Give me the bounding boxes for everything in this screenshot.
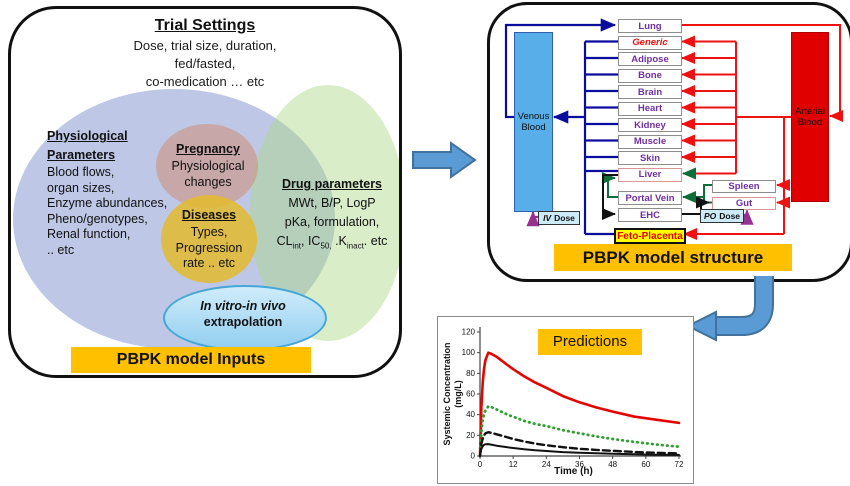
organ-box-ehc: EHC: [618, 208, 682, 222]
organ-box-adipose: Adipose: [618, 52, 682, 66]
organ-box-muscle: Muscle: [618, 134, 682, 149]
arterial-supply-lines: [680, 24, 843, 240]
iv-dose-box: IV Dose: [538, 211, 580, 225]
plot-line-series-3-black-dashed: [478, 430, 681, 458]
pregnancy-block: Pregnancy Physiological changes: [159, 140, 257, 190]
flow-connectors: [504, 18, 843, 240]
physiological-item: .. etc: [47, 242, 75, 257]
trial-settings-title: Trial Settings: [154, 17, 256, 34]
ivive-line-1: In vitro-in vivo: [200, 299, 286, 313]
organ-box-feto-placenta: Feto-Placenta: [614, 228, 686, 244]
structure-to-predictions-arrow-icon: [685, 276, 774, 342]
svg-text:100: 100: [462, 348, 476, 357]
physiological-heading-1: Physiological: [47, 129, 128, 143]
pregnancy-line: Physiological: [171, 159, 245, 173]
arterial-blood-label: Blood: [797, 117, 823, 128]
x-axis-label: Time (h): [554, 466, 593, 477]
svg-text:12: 12: [509, 460, 518, 469]
svg-text:20: 20: [466, 431, 475, 440]
venous-blood-box: Venous Blood: [514, 32, 553, 212]
physiological-item: Enzyme abundances,: [47, 196, 168, 210]
drug-parameters-line-3: CLint, IC50, .Kinact. etc: [276, 234, 388, 251]
svg-text:80: 80: [466, 369, 475, 378]
diseases-line: rate .. etc: [182, 256, 236, 270]
svg-text:60: 60: [641, 460, 650, 469]
diseases-circle: [161, 195, 257, 283]
drug-parameters-line-1: MWt, B/P, LogP: [288, 196, 376, 210]
pbpk-inputs-banner: PBPK model Inputs: [71, 347, 311, 373]
plot-line-series-4-black-solid: [479, 443, 680, 457]
physiological-item: Blood flows,: [47, 165, 115, 179]
pregnancy-heading: Pregnancy: [176, 142, 240, 156]
drug-parameters-block: Drug parameters MWt, B/P, LogP pKa, form…: [259, 175, 399, 256]
trial-settings-line-3: co-medication … etc: [145, 74, 265, 89]
svg-text:48: 48: [608, 460, 617, 469]
arterial-blood-box: Arterial Blood: [791, 32, 829, 202]
predictions-chart: Systemic Concentration (mg/L) 0 12 24 36 48 6…: [437, 316, 694, 484]
organ-box-heart: Heart: [618, 101, 682, 116]
svg-text:72: 72: [675, 460, 684, 469]
svg-text:40: 40: [466, 410, 475, 419]
organ-box-portal-vein: Portal Vein: [618, 191, 682, 205]
organ-box-brain: Brain: [618, 85, 682, 99]
venous-return-lines: [504, 18, 618, 236]
physiological-item: organ sizes,: [47, 180, 115, 195]
plot-line-series-2-green-dotted: [478, 405, 681, 458]
svg-text:120: 120: [462, 328, 476, 337]
organ-box-liver: Liver: [618, 167, 682, 182]
predictions-banner: Predictions: [538, 329, 642, 355]
svg-text:24: 24: [542, 460, 551, 469]
drug-parameters-line-2: pKa, formulation,: [284, 215, 380, 229]
pbpk-structure-banner: PBPK model structure: [554, 244, 792, 271]
trial-settings-line-2: fed/fasted,: [174, 56, 236, 71]
ivive-block: In vitro-in vivo extrapolation: [163, 299, 323, 330]
organ-box-spleen: Spleen: [712, 179, 776, 193]
venous-blood-label: Blood: [521, 122, 546, 133]
organ-box-generic: Generic: [618, 35, 682, 50]
diseases-block: Diseases Types, Progression rate .. etc: [161, 206, 257, 272]
diseases-line: Types,: [190, 225, 228, 239]
plot-line-series-1-red-solid: [478, 351, 681, 458]
svg-text:60: 60: [466, 390, 475, 399]
svg-text:36: 36: [575, 460, 584, 469]
diseases-heading: Diseases: [181, 208, 237, 222]
arterial-blood-label: Arterial: [794, 106, 826, 117]
concentration-time-plot: Systemic Concentration (mg/L) 0 12 24 36 48 6…: [442, 327, 684, 469]
svg-text:0: 0: [471, 452, 476, 461]
organ-box-lung: Lung: [618, 19, 682, 33]
pregnancy-line: changes: [184, 174, 232, 189]
organ-box-kidney: Kidney: [618, 118, 682, 132]
svg-text:0: 0: [478, 460, 483, 469]
po-dose-box: PO Dose: [700, 209, 744, 223]
diseases-line: Progression: [175, 240, 243, 255]
physiological-block: Physiological Parameters Blood flows, or…: [47, 127, 179, 258]
drug-parameters-heading: Drug parameters: [281, 177, 383, 191]
physiological-item: Renal function,: [47, 227, 131, 241]
pbpk-structure-panel: Venous Blood Arterial Blood Lung Generic…: [487, 2, 850, 282]
physiological-heading-2: Parameters: [47, 148, 116, 162]
panel-link-arrow-icon: [412, 141, 477, 179]
portal-vein-lines: [602, 167, 712, 204]
physiological-item: Pheno/genotypes,: [47, 211, 148, 226]
ivive-line-2: extrapolation: [203, 314, 283, 329]
ehc-lines: [602, 174, 710, 220]
y-axis-label-line2: (mg/L): [453, 380, 463, 408]
organ-box-skin: Skin: [618, 151, 682, 165]
venous-blood-label: Venous: [517, 111, 550, 122]
trial-settings-panel: Trial Settings Dose, trial size, duratio…: [8, 6, 402, 378]
pregnancy-circle: [156, 124, 258, 208]
y-axis-label-line1: Systemic Concentration: [442, 342, 452, 445]
trial-settings-line-1: Dose, trial size, duration,: [133, 38, 277, 53]
organ-box-bone: Bone: [618, 68, 682, 83]
